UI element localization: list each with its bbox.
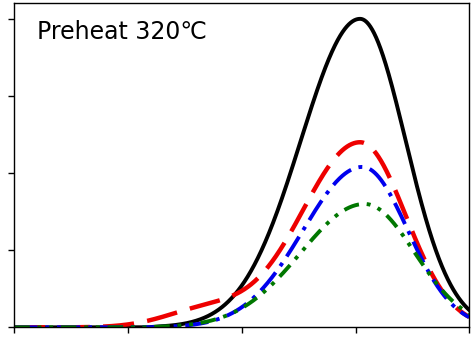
Text: Preheat 320℃: Preheat 320℃ bbox=[37, 19, 207, 44]
